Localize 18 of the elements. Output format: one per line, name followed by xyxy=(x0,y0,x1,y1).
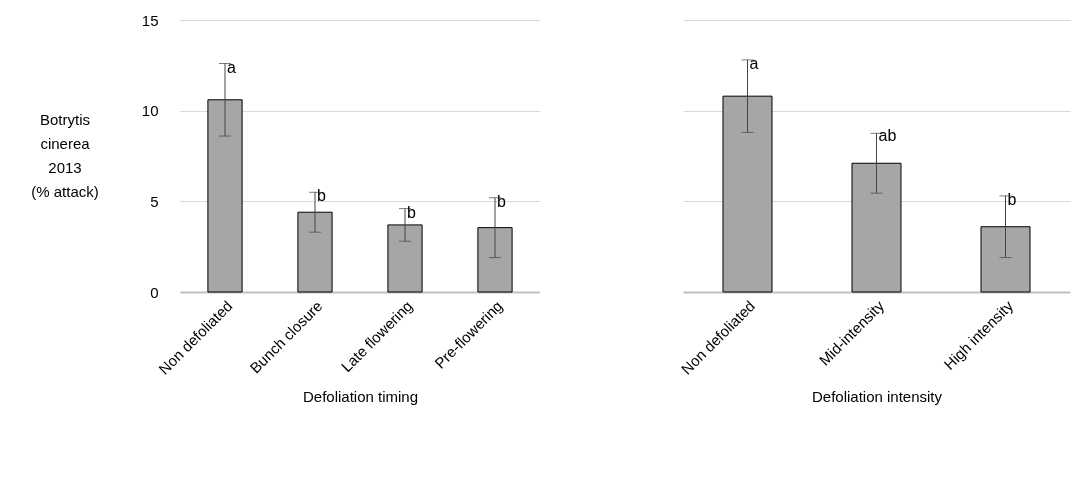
bar xyxy=(477,227,513,293)
bar xyxy=(207,99,243,293)
annotation: b xyxy=(497,192,506,210)
bar xyxy=(387,224,423,293)
annotation: a xyxy=(227,58,236,76)
bar xyxy=(297,211,333,293)
annotation: ab xyxy=(878,127,897,145)
y-tick-label: 15 xyxy=(141,11,159,29)
annotation: b xyxy=(317,187,326,205)
annotation: a xyxy=(749,54,759,72)
annotation: b xyxy=(407,203,416,221)
y-axis-title: Botrytis cinerea 2013 (% attack) xyxy=(30,110,100,202)
annotation: b xyxy=(1007,190,1017,208)
y-tick-label: 5 xyxy=(150,192,159,210)
x-axis-title: Defoliation intensity xyxy=(811,387,943,405)
y-tick-label: 10 xyxy=(141,102,159,120)
x-axis-title: Defoliation timing xyxy=(302,387,419,405)
y-tick-label: 0 xyxy=(150,283,159,301)
